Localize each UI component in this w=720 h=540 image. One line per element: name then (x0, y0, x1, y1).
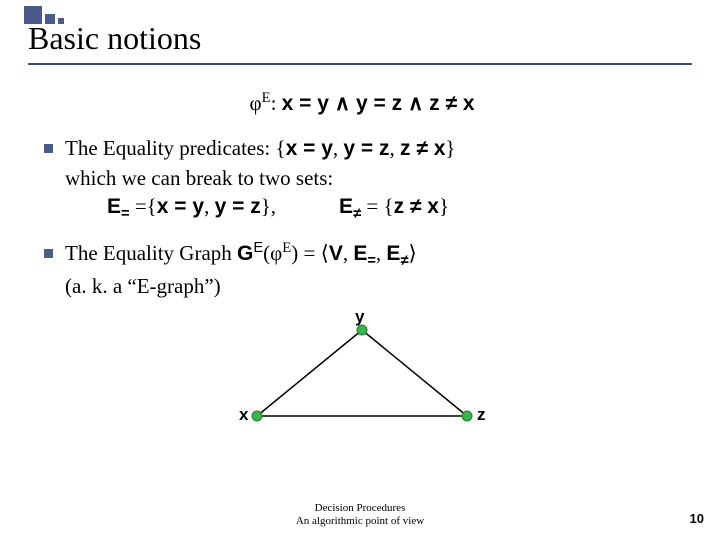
equality-graph: y x z (227, 314, 497, 434)
b1-g: } (445, 136, 455, 160)
b1-line2: which we can break to two sets: (65, 166, 333, 190)
page-number: 10 (690, 511, 704, 526)
b2-Gsup: E (253, 240, 263, 256)
b1-E1-sc: y = z (215, 195, 261, 218)
b1-E1-def: ={ (130, 194, 157, 218)
b1-e: , (390, 136, 401, 160)
footer-line2: An algorithmic point of view (296, 515, 424, 527)
b1-E2: E (339, 195, 353, 218)
b2-comma1: , (343, 241, 354, 265)
b1-E2-end: } (439, 194, 449, 218)
b2-Ene-sub: ≠ (400, 253, 408, 269)
main-formula: φE: x = y ∧ y = z ∧ z ≠ x (44, 89, 680, 118)
b2-comma2: , (376, 241, 387, 265)
b2-phi: φ (270, 241, 282, 265)
phi-sup: E (262, 90, 271, 106)
formula-body: x = y ∧ y = z ∧ z ≠ x (282, 92, 475, 115)
b1-E1-sub: = (121, 206, 130, 222)
b2-a: The Equality Graph (65, 241, 237, 265)
formula-colon: : (271, 91, 282, 115)
footer-line1: Decision Procedures (315, 502, 406, 514)
bullet-1: The Equality predicates: {x = y, y = z, … (44, 134, 680, 225)
b2-phisup: E (282, 240, 291, 256)
bullet-icon (44, 144, 53, 153)
b1-E2-set: z ≠ x (394, 195, 439, 218)
b1-f: z ≠ x (400, 137, 445, 160)
b1-E1-sd: }, (261, 194, 276, 218)
bullet-1-text: The Equality predicates: {x = y, y = z, … (65, 134, 680, 225)
content-area: φE: x = y ∧ y = z ∧ z ≠ x The Equality p… (0, 65, 720, 434)
b2-c: ) = ⟨ (291, 241, 329, 265)
b2-G: G (237, 242, 253, 265)
decor-square-medium (45, 14, 55, 24)
b2-Eeq: E (353, 242, 367, 265)
b1-E1-sa: x = y (157, 195, 204, 218)
footer: Decision Procedures An algorithmic point… (0, 502, 720, 528)
graph-svg (227, 314, 497, 434)
bullet-2-text: The Equality Graph GE(φE) = ⟨V, E=, E≠⟩ … (65, 239, 680, 300)
decor-square-large (24, 6, 42, 24)
b2-Eeq-sub: = (367, 253, 376, 269)
b2-Ene: E (386, 242, 400, 265)
bullet-2: The Equality Graph GE(φE) = ⟨V, E=, E≠⟩ … (44, 239, 680, 300)
graph-label-z: z (477, 404, 486, 427)
b2-line2: (a. k. a “E-graph”) (65, 274, 221, 298)
graph-label-y: y (355, 306, 364, 329)
b1-line3: E= ={x = y, y = z}, E≠ = {z ≠ x} (107, 194, 449, 218)
b1-a: The Equality predicates: { (65, 136, 286, 160)
b1-b: x = y (286, 137, 333, 160)
decor-squares (24, 6, 64, 24)
b1-gap (276, 194, 339, 218)
phi-symbol: φ (249, 91, 261, 115)
b1-E1-sb: , (204, 194, 215, 218)
b2-d: ⟩ (409, 241, 417, 265)
b1-E2-sub: ≠ (353, 206, 361, 222)
title-area: Basic notions (0, 0, 720, 59)
b1-E1: E (107, 195, 121, 218)
slide-title: Basic notions (28, 20, 692, 57)
b1-E2-def: = { (361, 194, 393, 218)
b1-d: y = z (343, 137, 389, 160)
b2-V: V (329, 242, 343, 265)
bullet-icon (44, 249, 53, 258)
b1-c: , (333, 136, 344, 160)
decor-square-small (58, 18, 64, 24)
graph-label-x: x (239, 404, 248, 427)
